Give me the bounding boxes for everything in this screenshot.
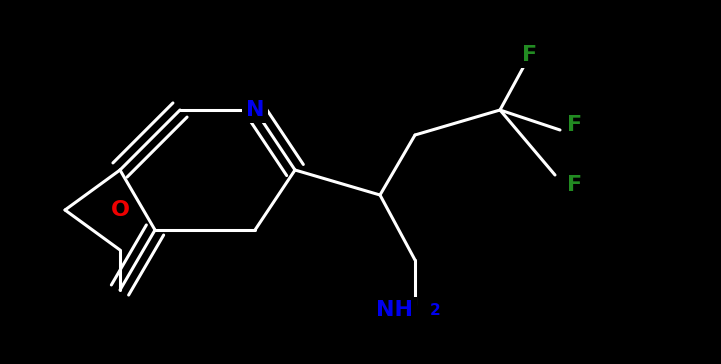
Text: N: N: [246, 100, 265, 120]
Text: F: F: [567, 175, 583, 195]
Text: F: F: [523, 45, 538, 65]
Text: O: O: [110, 200, 130, 220]
Text: 2: 2: [430, 303, 441, 318]
Text: F: F: [567, 115, 583, 135]
Text: NH: NH: [376, 300, 414, 320]
